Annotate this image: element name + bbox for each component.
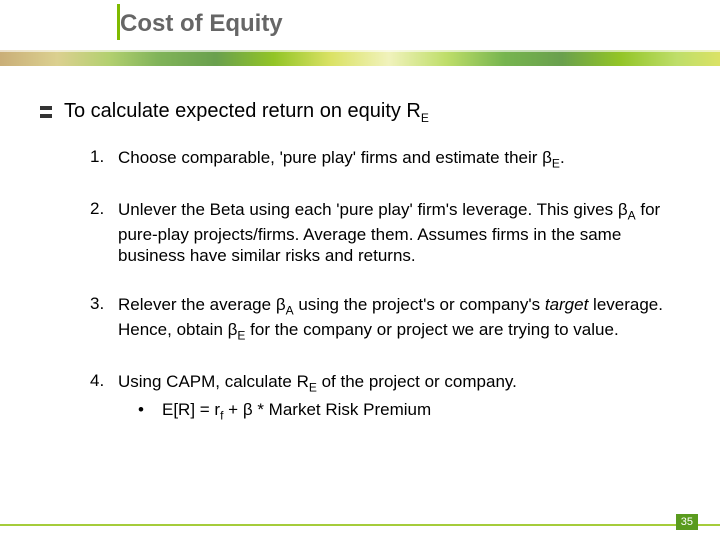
text: E[R] = r xyxy=(162,400,220,419)
sub-bullet-icon: • xyxy=(138,399,162,423)
subscript: A xyxy=(628,209,636,223)
text: for the company or project we are trying… xyxy=(245,320,618,339)
title-block: Cost of Equity xyxy=(120,10,283,38)
step-item: 4.Using CAPM, calculate RE of the projec… xyxy=(90,371,680,424)
text: Relever the average β xyxy=(118,295,286,314)
step-number: 1. xyxy=(90,147,118,171)
step-item: 1.Choose comparable, 'pure play' firms a… xyxy=(90,147,680,171)
sub-item-text: E[R] = rf + β * Market Risk Premium xyxy=(162,399,431,423)
main-bullet-text: To calculate expected return on equity R… xyxy=(64,100,429,125)
step-number: 4. xyxy=(90,371,118,424)
bullet-pre: To calculate expected return on equity R xyxy=(64,100,421,122)
content-area: To calculate expected return on equity R… xyxy=(40,100,680,452)
step-body: Choose comparable, 'pure play' firms and… xyxy=(118,147,565,171)
subscript: E xyxy=(552,156,560,170)
step-number: 3. xyxy=(90,294,118,343)
title-accent-bar xyxy=(117,4,120,40)
text: using the project's or company's xyxy=(294,295,545,314)
decorative-band xyxy=(0,50,720,66)
sub-list: •E[R] = rf + β * Market Risk Premium xyxy=(138,399,517,423)
step-body: Relever the average βA using the project… xyxy=(118,294,680,343)
text: Choose comparable, 'pure play' firms and… xyxy=(118,148,552,167)
step-item: 3.Relever the average βA using the proje… xyxy=(90,294,680,343)
decorative-stripe xyxy=(0,50,720,52)
slide-title: Cost of Equity xyxy=(120,10,283,38)
text: Unlever the Beta using each 'pure play' … xyxy=(118,200,628,219)
subscript: E xyxy=(309,380,317,394)
text: + β * Market Risk Premium xyxy=(223,400,431,419)
step-item: 2.Unlever the Beta using each 'pure play… xyxy=(90,199,680,266)
footer-bar xyxy=(0,524,720,526)
italic-text: target xyxy=(545,295,588,314)
slide: Cost of Equity To calculate expected ret… xyxy=(0,0,720,540)
step-number: 2. xyxy=(90,199,118,266)
text: of the project or company. xyxy=(317,372,517,391)
steps-list: 1.Choose comparable, 'pure play' firms a… xyxy=(90,147,680,424)
sub-item: •E[R] = rf + β * Market Risk Premium xyxy=(138,399,517,423)
page-number-badge: 35 xyxy=(676,514,698,530)
bullet-sub: E xyxy=(421,111,429,125)
step-body: Using CAPM, calculate RE of the project … xyxy=(118,371,517,424)
bullet-icon xyxy=(40,106,52,118)
text: Using CAPM, calculate R xyxy=(118,372,309,391)
subscript: A xyxy=(286,304,294,318)
main-bullet: To calculate expected return on equity R… xyxy=(40,100,680,125)
step-body: Unlever the Beta using each 'pure play' … xyxy=(118,199,680,266)
text: . xyxy=(560,148,565,167)
